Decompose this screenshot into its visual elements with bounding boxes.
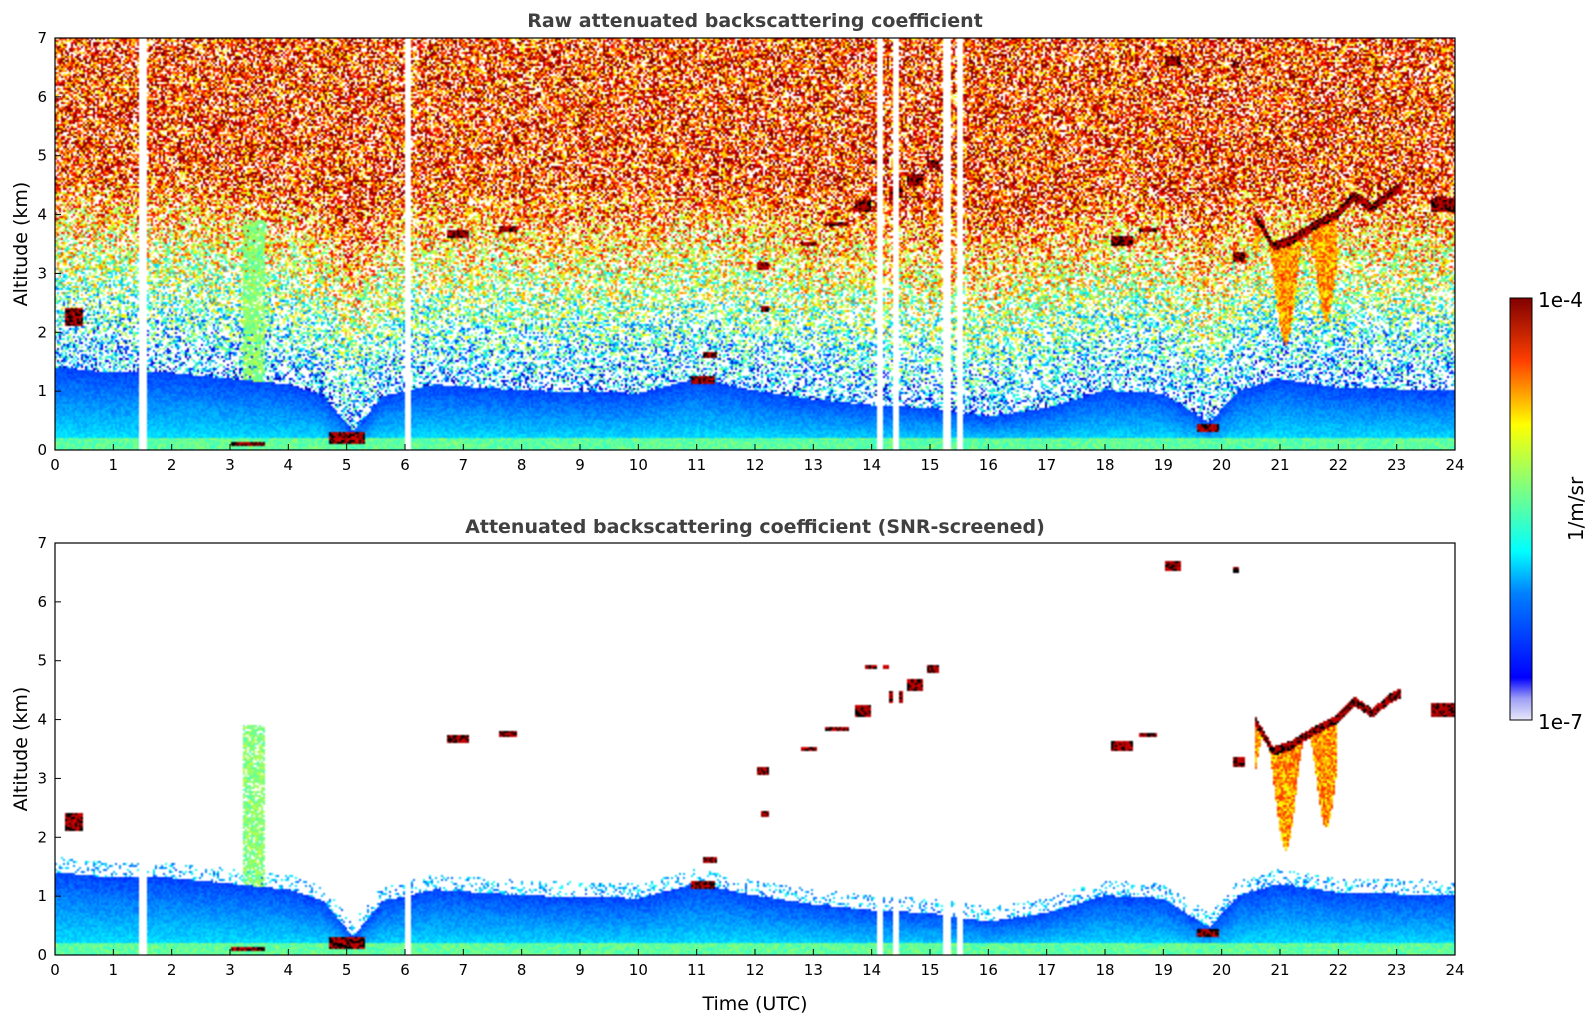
y-tick-label: 4	[37, 206, 47, 224]
x-tick-label: 17	[1037, 961, 1056, 979]
y-tick-label: 7	[37, 29, 47, 47]
x-tick-label: 3	[225, 456, 235, 474]
y-tick-label: 7	[37, 534, 47, 552]
x-tick-label: 23	[1387, 456, 1406, 474]
panel-raw-x-ticks: 0 1 2 3 4 5 6 7 8 9 10 11 12 13 14 15 16 17 18 19 20 21 22 23 24	[50, 444, 1465, 474]
panel-screened: Attenuated backscattering coefficient (S…	[10, 516, 1465, 1015]
x-tick-label: 12	[745, 456, 764, 474]
x-tick-label: 10	[629, 456, 648, 474]
colorbar-unit-label: 1/m/sr	[1564, 476, 1588, 541]
y-tick-label: 6	[37, 88, 47, 106]
x-tick-label: 17	[1037, 456, 1056, 474]
x-tick-label: 3	[225, 961, 235, 979]
y-tick-label: 6	[37, 593, 47, 611]
x-tick-label: 9	[575, 961, 585, 979]
x-tick-label: 20	[1212, 961, 1231, 979]
x-tick-label: 5	[342, 456, 352, 474]
y-tick-label: 5	[37, 652, 47, 670]
x-tick-label: 23	[1387, 961, 1406, 979]
x-tick-label: 21	[1270, 961, 1289, 979]
x-tick-label: 14	[862, 961, 881, 979]
y-tick-label: 5	[37, 147, 47, 165]
x-tick-label: 11	[687, 961, 706, 979]
y-tick-label: 1	[37, 382, 47, 400]
x-tick-label: 7	[459, 961, 469, 979]
panel-raw-ylabel: Altitude (km)	[10, 182, 32, 307]
y-tick-label: 4	[37, 711, 47, 729]
x-tick-label: 18	[1095, 456, 1114, 474]
x-tick-label: 0	[50, 961, 60, 979]
x-tick-label: 19	[1154, 961, 1173, 979]
colorbar-min-label: 1e-7	[1538, 710, 1583, 734]
x-tick-label: 19	[1154, 456, 1173, 474]
x-tick-label: 22	[1329, 456, 1348, 474]
x-tick-label: 2	[167, 961, 177, 979]
panel-screened-title: Attenuated backscattering coefficient (S…	[465, 516, 1045, 538]
panel-raw-title: Raw attenuated backscattering coefficien…	[527, 10, 983, 32]
x-tick-label: 24	[1445, 456, 1464, 474]
x-tick-label: 18	[1095, 961, 1114, 979]
x-tick-label: 13	[804, 961, 823, 979]
x-tick-label: 12	[745, 961, 764, 979]
x-tick-label: 14	[862, 456, 881, 474]
x-tick-label: 20	[1212, 456, 1231, 474]
x-tick-label: 6	[400, 961, 410, 979]
panel-screened-y-ticks: 0 1 2 3 4 5 6 7	[37, 534, 61, 964]
y-tick-label: 3	[37, 264, 47, 282]
raw-backscatter-heatmap	[55, 38, 1455, 450]
x-tick-label: 24	[1445, 961, 1464, 979]
x-tick-label: 2	[167, 456, 177, 474]
x-tick-label: 15	[920, 961, 939, 979]
panel-screened-x-ticks: 0 1 2 3 4 5 6 7 8 9 10 11 12 13 14 15 16 17 18 19 20 21 22 23 24	[50, 949, 1465, 979]
y-tick-label: 2	[37, 828, 47, 846]
x-tick-label: 16	[979, 961, 998, 979]
x-tick-label: 9	[575, 456, 585, 474]
x-tick-label: 0	[50, 456, 60, 474]
x-tick-label: 5	[342, 961, 352, 979]
x-tick-label: 15	[920, 456, 939, 474]
x-tick-label: 1	[109, 961, 119, 979]
y-tick-label: 1	[37, 887, 47, 905]
x-tick-label: 10	[629, 961, 648, 979]
screened-backscatter-heatmap	[55, 543, 1455, 955]
x-tick-label: 7	[459, 456, 469, 474]
x-tick-label: 8	[517, 456, 527, 474]
x-tick-label: 21	[1270, 456, 1289, 474]
colorbar-gradient	[1509, 297, 1533, 721]
panel-raw: Raw attenuated backscattering coefficien…	[10, 10, 1465, 474]
x-tick-label: 4	[284, 456, 294, 474]
x-tick-label: 13	[804, 456, 823, 474]
x-tick-label: 4	[284, 961, 294, 979]
x-axis-label: Time (UTC)	[701, 993, 807, 1015]
y-tick-label: 0	[37, 946, 47, 964]
x-tick-label: 8	[517, 961, 527, 979]
x-tick-label: 16	[979, 456, 998, 474]
panel-screened-ylabel: Altitude (km)	[10, 687, 32, 812]
colorbar: 1e-4 1e-7 1/m/sr	[1509, 288, 1588, 734]
x-tick-label: 22	[1329, 961, 1348, 979]
panel-raw-y-ticks: 0 1 2 3 4 5 6 7	[37, 29, 61, 459]
y-tick-label: 0	[37, 441, 47, 459]
x-tick-label: 6	[400, 456, 410, 474]
colorbar-max-label: 1e-4	[1538, 288, 1583, 312]
x-tick-label: 1	[109, 456, 119, 474]
y-tick-label: 3	[37, 769, 47, 787]
x-tick-label: 11	[687, 456, 706, 474]
y-tick-label: 2	[37, 323, 47, 341]
